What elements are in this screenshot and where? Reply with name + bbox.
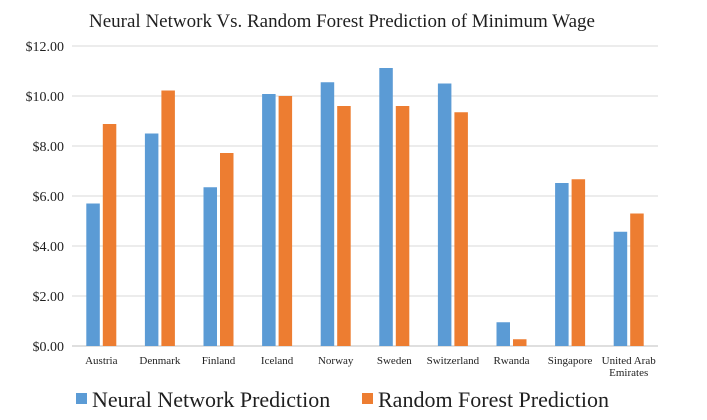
bar-random-forest (630, 213, 644, 346)
chart-title: Neural Network Vs. Random Forest Predict… (89, 11, 595, 32)
x-tick-label: Rwanda (493, 355, 529, 367)
bars (86, 68, 644, 346)
y-tick-label: $8.00 (33, 140, 65, 155)
x-tick-label: Emirates (609, 367, 648, 379)
x-tick-label: Singapore (548, 355, 593, 367)
x-tick-label: Finland (202, 355, 236, 367)
bar-neural-network (613, 231, 628, 346)
bar-random-forest (571, 179, 586, 346)
x-tick-label: Austria (85, 355, 118, 367)
x-axis-ticks: Austria Denmark Finland Iceland Norway Sweden… (85, 355, 656, 379)
y-tick-label: $12.00 (26, 40, 65, 55)
legend: Neural Network Prediction Random Forest P… (76, 387, 609, 412)
bar-random-forest (454, 112, 468, 346)
x-tick-label: Norway (318, 355, 354, 367)
bar-random-forest (278, 96, 293, 346)
bar-random-forest (337, 106, 351, 346)
bar-neural-network (86, 203, 100, 346)
x-tick-label: Switzerland (427, 355, 480, 367)
y-tick-label: $6.00 (33, 190, 65, 205)
bar-random-forest (395, 106, 410, 346)
legend-swatch (362, 393, 373, 404)
legend-swatch (76, 393, 87, 404)
y-tick-label: $2.00 (33, 290, 65, 305)
bar-neural-network (379, 68, 393, 346)
bar-neural-network (555, 183, 569, 346)
x-tick-label: Sweden (377, 355, 412, 367)
legend-label: Neural Network Prediction (92, 387, 330, 412)
bar-neural-network (262, 94, 276, 346)
bar-neural-network (437, 83, 452, 346)
x-tick-label: United Arab (602, 355, 657, 367)
bar-random-forest (513, 339, 527, 346)
bar-neural-network (320, 82, 335, 346)
legend-label: Random Forest Prediction (378, 387, 609, 412)
x-tick-label: Iceland (261, 355, 294, 367)
bar-random-forest (102, 124, 117, 346)
y-tick-label: $4.00 (33, 240, 65, 255)
bar-neural-network (496, 322, 510, 346)
y-tick-label: $10.00 (26, 90, 65, 105)
y-tick-label: $0.00 (33, 340, 65, 355)
bar-neural-network (203, 187, 217, 346)
bar-random-forest (220, 153, 234, 346)
bar-neural-network (144, 133, 159, 346)
bar-random-forest (161, 90, 175, 346)
x-tick-label: Denmark (139, 355, 180, 367)
y-axis-ticks: $0.00 $2.00 $4.00 $6.00 $8.00 $10.00 $12.00 (26, 40, 65, 355)
